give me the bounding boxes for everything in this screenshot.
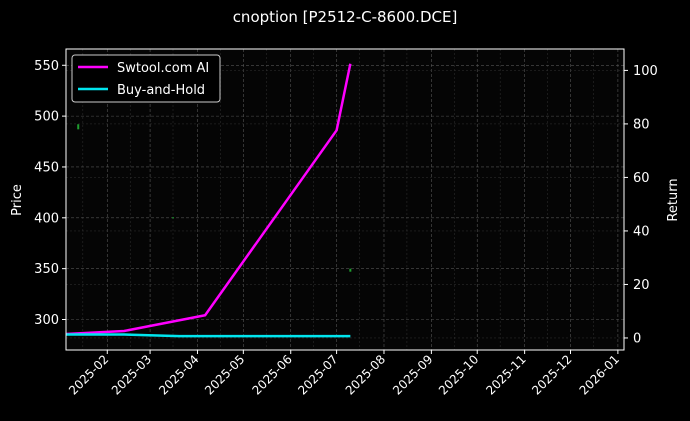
x-tick-label: 2025-11 xyxy=(483,352,528,397)
legend-box xyxy=(71,54,221,103)
y-right-tick-label: 20 xyxy=(633,278,650,293)
y-left-tick-label: 500 xyxy=(34,110,59,125)
price-marks xyxy=(77,124,352,272)
series-line-buy-and-hold xyxy=(66,333,351,338)
x-tick-label: 2025-07 xyxy=(295,352,340,397)
legend-label-swtool: Swtool.com AI xyxy=(117,61,209,76)
series-line-swtool xyxy=(65,63,352,336)
y-right-tick-label: 100 xyxy=(633,64,658,79)
plot-frame xyxy=(65,48,625,351)
y-right-tick-label: 40 xyxy=(633,224,650,239)
y-left-tick-label: 300 xyxy=(34,313,59,328)
x-tick-label: 2025-10 xyxy=(436,352,481,397)
x-tick-label: 2025-06 xyxy=(249,352,294,397)
y-left-tick-label: 450 xyxy=(34,160,59,175)
x-tick-label: 2025-08 xyxy=(343,352,388,397)
chart-title: cnoption [P2512-C-8600.DCE] xyxy=(233,8,458,26)
y-left-tick-label: 350 xyxy=(34,262,59,277)
series-lines xyxy=(65,63,352,338)
x-tick-label: 2025-03 xyxy=(109,352,154,397)
x-tick-label: 2025-12 xyxy=(529,352,574,397)
x-tick-label: 2025-09 xyxy=(390,352,435,397)
y-axis-right: 0 20 40 60 80 100 xyxy=(624,64,658,346)
y-right-tick-label: 0 xyxy=(633,331,641,346)
y-axis-right-label: Return xyxy=(666,178,681,221)
y-left-tick-label: 400 xyxy=(34,211,59,226)
y-right-tick-label: 80 xyxy=(633,117,650,132)
legend-label-buyhold: Buy-and-Hold xyxy=(117,83,205,98)
x-tick-label: 2025-04 xyxy=(156,352,201,397)
x-tick-label: 2025-02 xyxy=(66,352,111,397)
x-tick-label: 2026-01 xyxy=(577,352,622,397)
y-axis-left-label: Price xyxy=(10,184,25,216)
legend: Swtool.com AI Buy-and-Hold xyxy=(71,54,221,103)
x-tick-label: 2025-05 xyxy=(202,352,247,397)
y-left-tick-label: 550 xyxy=(34,59,59,74)
y-axis-left: 300 350 400 450 500 550 xyxy=(34,59,66,328)
y-right-tick-label: 60 xyxy=(633,171,650,186)
